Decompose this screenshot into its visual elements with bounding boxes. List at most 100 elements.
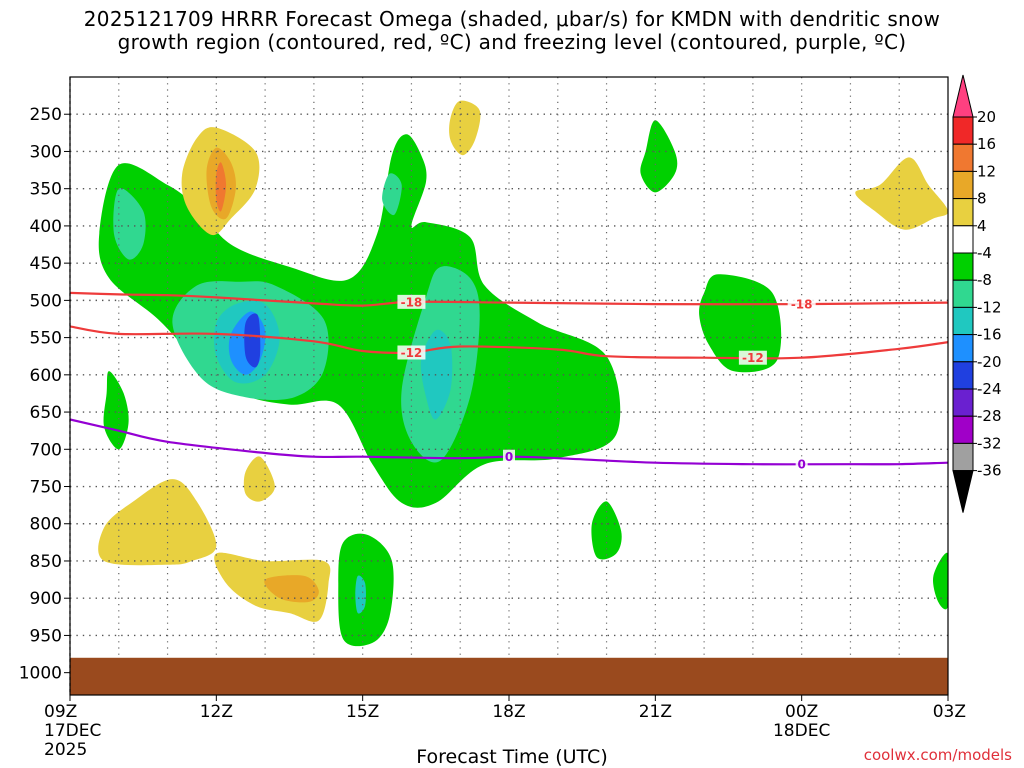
colorbar-arrow-top [952,74,974,118]
x-tick-year: 2025 [44,740,87,760]
colorbar-label: -8 [977,271,992,289]
credit-link[interactable]: coolwx.com/models [863,746,1012,764]
y-tick-label: 400 [30,217,62,237]
y-tick-label: 600 [30,366,62,386]
colorbar-swatch [952,334,974,363]
y-tick-label: 750 [30,478,62,498]
omega-region [449,100,481,156]
colorbar: 20 16 12 8 4 -4 -8 -12 -16 -20 -24 -28 -32 -36 [952,74,1002,513]
colorbar-swatch [952,361,974,390]
x-tick-label: 09Z [44,702,77,722]
y-tick-label: 450 [30,254,62,274]
contour-label: 0 [797,458,805,472]
omega-region [244,313,261,368]
omega-region [420,329,453,420]
chart-title-line-1: 2025121709 HRRR Forecast Omega (shaded, … [83,7,941,31]
colorbar-swatch [952,252,974,281]
contour-label: -18 [401,295,423,309]
colorbar-swatch [952,279,974,308]
colorbar-swatch [952,143,974,172]
contour-label: -12 [401,346,423,360]
y-tick-label: 1000 [19,664,62,684]
ground-layer [70,657,948,695]
y-tick-label: 900 [30,589,62,609]
omega-region [98,134,621,508]
contour-label-bg [795,457,808,472]
y-tick-label: 850 [30,552,62,572]
y-tick-label: 550 [30,329,62,349]
y-tick-label: 250 [30,105,62,125]
contour-label-bg [397,345,426,360]
omega-region [382,173,402,216]
colorbar-swatch [952,415,974,444]
y-tick-label: 650 [30,403,62,423]
omega-region [264,575,319,603]
contour-label: -12 [742,351,764,365]
colorbar-label: -12 [977,298,1002,316]
y-tick-label: 350 [30,180,62,200]
x-tick-date: 17DEC [44,721,101,741]
grid-lines [70,77,948,658]
pressure-axis: 250 300 350 400 450 500 550 600 650 700 750 800 850 9… [19,105,70,684]
omega-region [98,479,217,566]
contour-label-bg [738,350,767,365]
colorbar-label: 4 [977,217,987,235]
contour-label: -18 [791,298,813,312]
contour-label-bg [397,294,426,309]
colorbar-swatch [952,388,974,417]
omega-region [103,371,129,450]
x-tick-label: 15Z [346,702,379,722]
colorbar-label: -4 [977,244,992,262]
x-tick-date: 18DEC [773,721,830,741]
colorbar-swatch [952,306,974,336]
x-tick-label: 12Z [200,702,233,722]
omega-region [699,274,782,373]
omega-region [215,162,227,212]
colorbar-label: 8 [977,190,987,208]
omega-region [640,120,678,193]
contour-label-bg [787,297,816,312]
colorbar-label: -16 [977,326,1002,344]
y-tick-label: 800 [30,515,62,535]
colorbar-swatch [952,442,974,472]
chart-title-line-2: growth region (contoured, red, ºC) and f… [117,30,907,54]
omega-region [855,157,948,230]
contour-line-0 [70,418,948,466]
x-tick-label: 21Z [639,702,672,722]
colorbar-swatch [952,116,974,145]
contour-label: 0 [505,450,513,464]
x-axis-title: Forecast Time (UTC) [416,746,608,768]
omega-region [933,552,948,610]
contour-labels: -18 -18 -12 -12 0 0 [397,294,816,472]
colorbar-swatch [952,170,974,200]
colorbar-label: -28 [977,407,1002,425]
ground-fill [70,657,948,695]
contour-line-minus12 [70,325,948,360]
omega-region [338,533,394,647]
x-tick-label: 00Z [785,702,818,722]
omega-region [113,188,146,260]
x-tick-label: 03Z [933,702,966,722]
colorbar-label: -24 [977,380,1002,398]
omega-region [243,456,275,502]
colorbar-arrow-bottom [952,470,974,513]
colorbar-label: -20 [977,353,1002,371]
colorbar-label: 20 [977,108,996,126]
colorbar-label: 16 [977,135,996,153]
colorbar-swatch [952,225,974,254]
chart-title: 2025121709 HRRR Forecast Omega (shaded, … [0,8,1024,54]
y-tick-label: 500 [30,291,62,311]
omega-shading [98,100,948,647]
y-tick-label: 700 [30,440,62,460]
y-tick-label: 950 [30,626,62,646]
contour-label-bg [503,449,515,464]
colorbar-label: -32 [977,434,1002,452]
colorbar-swatch [952,198,974,227]
omega-region [355,575,366,614]
colorbar-label: 12 [977,162,996,180]
y-tick-label: 300 [30,142,62,162]
colorbar-label: -36 [977,462,1002,480]
x-tick-label: 18Z [492,702,525,722]
